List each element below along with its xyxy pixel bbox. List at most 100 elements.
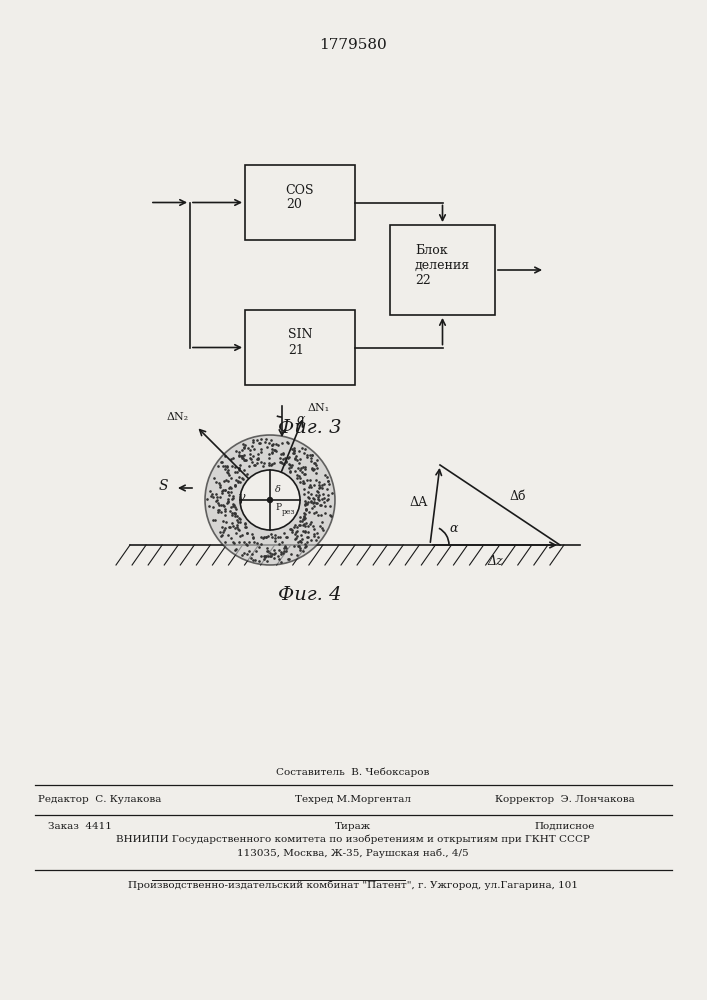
Point — [238, 545, 250, 561]
Point — [272, 529, 284, 545]
Point — [280, 454, 291, 470]
Point — [267, 456, 278, 472]
Point — [233, 522, 245, 538]
Point — [295, 451, 306, 467]
Point — [246, 438, 257, 454]
Point — [267, 529, 278, 545]
Point — [237, 470, 248, 486]
Point — [249, 457, 260, 473]
Point — [298, 511, 310, 527]
Point — [282, 435, 293, 451]
Point — [298, 516, 310, 532]
Point — [244, 442, 255, 458]
Point — [228, 505, 240, 521]
Point — [233, 534, 245, 550]
Point — [317, 522, 329, 538]
Point — [222, 495, 233, 511]
Point — [308, 518, 319, 534]
Point — [276, 534, 288, 550]
Point — [229, 508, 240, 524]
Point — [255, 454, 267, 470]
Point — [316, 480, 327, 496]
Point — [230, 525, 241, 541]
Point — [293, 468, 304, 484]
Point — [265, 432, 276, 448]
Point — [284, 464, 296, 480]
Point — [270, 443, 281, 459]
Point — [299, 524, 310, 540]
Text: Заказ  4411: Заказ 4411 — [48, 822, 112, 831]
Point — [277, 446, 288, 462]
Point — [228, 450, 239, 466]
Bar — [390, 225, 495, 315]
Point — [235, 528, 246, 544]
Point — [292, 460, 303, 476]
Point — [308, 505, 320, 521]
Point — [219, 461, 230, 477]
Point — [229, 477, 240, 493]
Point — [310, 465, 322, 481]
Point — [318, 494, 329, 510]
Text: ΔА: ΔА — [409, 496, 428, 510]
Point — [310, 472, 322, 488]
Point — [299, 536, 310, 552]
Point — [241, 537, 252, 553]
Point — [274, 529, 286, 545]
Point — [269, 545, 281, 561]
Point — [230, 501, 241, 517]
Text: δ: δ — [275, 486, 281, 494]
Point — [306, 447, 317, 463]
Point — [225, 470, 236, 486]
Point — [228, 518, 239, 534]
Point — [218, 522, 229, 538]
Point — [298, 486, 310, 502]
Point — [273, 536, 284, 552]
Text: рез: рез — [282, 508, 296, 516]
Text: 113035, Москва, Ж-35, Раушская наб., 4/5: 113035, Москва, Ж-35, Раушская наб., 4/5 — [237, 848, 469, 857]
Point — [296, 464, 308, 480]
Point — [219, 448, 230, 464]
Point — [233, 510, 245, 526]
Point — [227, 507, 238, 523]
Point — [280, 543, 291, 559]
Point — [302, 484, 313, 500]
Point — [269, 442, 281, 458]
Point — [298, 543, 309, 559]
Point — [228, 496, 239, 512]
Point — [310, 504, 322, 520]
Point — [259, 548, 271, 564]
Point — [230, 499, 241, 515]
Point — [219, 501, 230, 517]
Point — [248, 441, 259, 457]
Point — [239, 437, 250, 453]
Point — [294, 533, 305, 549]
Point — [275, 554, 286, 570]
Point — [298, 508, 309, 524]
Point — [216, 454, 227, 470]
Point — [226, 458, 238, 474]
Point — [205, 488, 216, 504]
Circle shape — [205, 435, 335, 565]
Point — [288, 538, 300, 554]
Point — [308, 526, 320, 542]
Point — [255, 441, 267, 457]
Point — [291, 470, 303, 486]
Point — [251, 432, 262, 448]
Point — [318, 490, 329, 506]
Point — [299, 496, 310, 512]
Point — [237, 448, 248, 464]
Text: Фиг. 4: Фиг. 4 — [279, 586, 341, 604]
Point — [255, 444, 267, 460]
Point — [230, 542, 241, 558]
Point — [295, 534, 306, 550]
Point — [222, 484, 233, 500]
Point — [242, 525, 253, 541]
Point — [268, 550, 279, 566]
Point — [308, 528, 320, 544]
Point — [254, 435, 265, 451]
Point — [290, 450, 301, 466]
Point — [230, 477, 241, 493]
Point — [308, 455, 319, 471]
Point — [324, 507, 335, 523]
Point — [300, 495, 312, 511]
